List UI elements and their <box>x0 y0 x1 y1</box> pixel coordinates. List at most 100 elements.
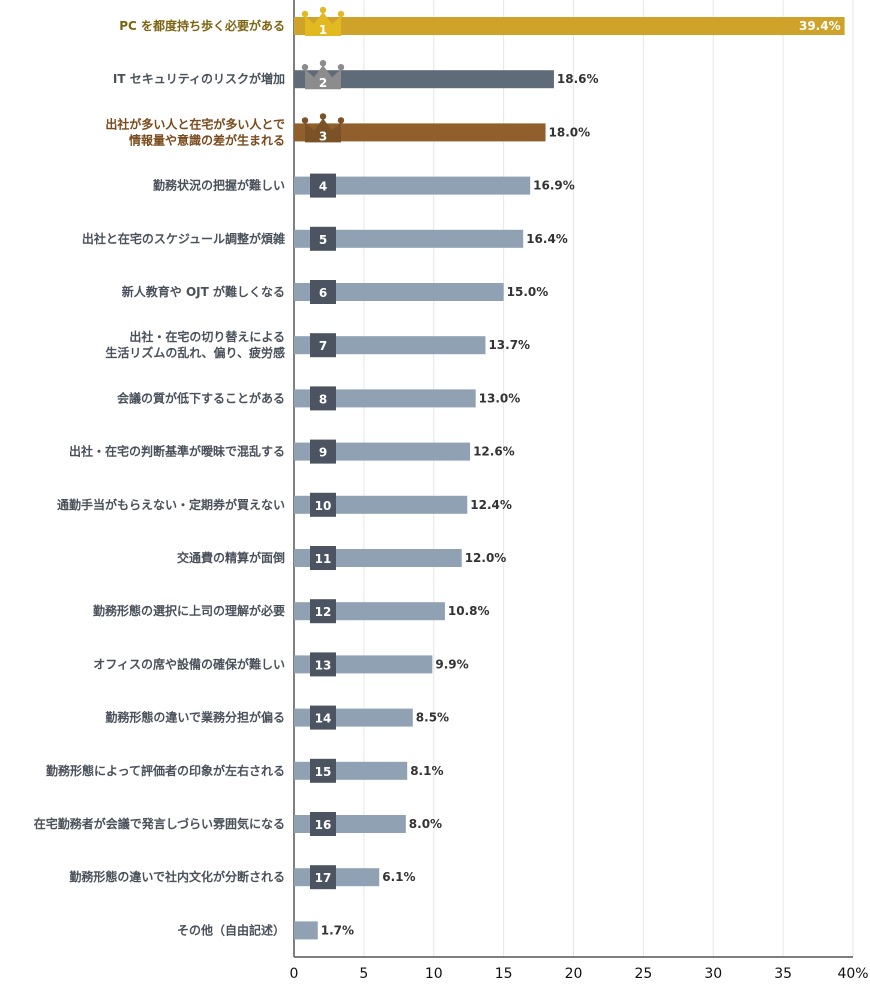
category-label: 勤務形態の選択に上司の理解が必要 <box>93 603 285 618</box>
crown-jewel <box>337 63 345 71</box>
category-label: 勤務形態によって評価者の印象が左右される <box>46 763 285 778</box>
rank-badge <box>310 705 336 730</box>
rank-number: 17 <box>315 871 332 885</box>
bar <box>294 123 546 142</box>
category-label: PC を都度持ち歩く必要がある <box>119 18 285 33</box>
rank-badge <box>310 333 336 358</box>
bar-row: 出社と在宅のスケジュール調整が煩雑 16.4% 5 <box>82 226 568 251</box>
bar <box>294 389 476 408</box>
crown-icon <box>301 6 345 36</box>
x-tick-label: 25 <box>634 966 652 982</box>
bar <box>294 229 524 248</box>
value-label: 8.5% <box>416 711 449 725</box>
value-label: 13.7% <box>488 338 530 352</box>
rank-number: 15 <box>315 765 332 779</box>
rank-number: 12 <box>315 605 332 619</box>
x-tick-label: 15 <box>495 966 513 982</box>
rank-number: 6 <box>319 286 327 300</box>
value-label: 12.4% <box>470 498 512 512</box>
rank-badge <box>310 865 336 890</box>
rank-number: 16 <box>315 818 332 832</box>
value-label: 1.7% <box>321 923 354 937</box>
x-tick-label: 10 <box>425 966 443 982</box>
rank-number: 3 <box>319 129 327 143</box>
crown-shape <box>305 65 341 90</box>
category-label: オフィスの席や設備の確保が難しい <box>93 656 285 671</box>
bar <box>294 442 471 461</box>
crown-jewel <box>301 10 309 18</box>
bar-row: オフィスの席や設備の確保が難しい 9.9% 13 <box>93 652 469 677</box>
category-label: 出社・在宅の判断基準が曖昧で混乱する <box>69 444 285 459</box>
rank-number: 5 <box>319 233 327 247</box>
rank-number: 13 <box>315 658 332 672</box>
rank-number: 11 <box>315 552 332 566</box>
rank-badge <box>310 386 336 411</box>
bar-row: IT セキュリティのリスクが増加 18.6% 2 <box>113 60 599 90</box>
category-label: 出社と在宅のスケジュール調整が煩雑 <box>82 231 285 246</box>
crown-jewel <box>337 117 345 124</box>
category-label: 通勤手当がもらえない・定期券が買えない <box>57 497 285 512</box>
bar <box>294 868 380 887</box>
rank-badge <box>310 546 336 570</box>
bar <box>294 495 468 514</box>
rank-number: 1 <box>319 23 327 37</box>
rank-number: 8 <box>319 392 327 406</box>
bar-row: 出社・在宅の判断基準が曖昧で混乱する 12.6% 9 <box>69 439 515 464</box>
rank-badge <box>310 280 336 304</box>
rank-badge <box>310 599 336 624</box>
bar <box>294 176 531 195</box>
rank-badge <box>310 173 336 198</box>
bar-row: 交通費の精算が面倒 12.0% 11 <box>177 546 506 570</box>
rank-number: 7 <box>319 339 327 353</box>
crown-jewel <box>337 10 345 18</box>
value-label: 8.0% <box>409 817 442 831</box>
x-tick-label: 35 <box>774 966 792 982</box>
bar-row: 会議の質が低下することがある 13.0% 8 <box>117 386 521 411</box>
bar <box>294 336 486 355</box>
value-label: 12.6% <box>473 445 515 459</box>
rank-number: 4 <box>319 180 327 194</box>
bar <box>294 17 845 35</box>
rank-badge <box>310 758 336 783</box>
bar-row: その他（自由記述） 1.7% <box>177 921 354 940</box>
value-label: 10.8% <box>448 604 490 618</box>
bar-row: PC を都度持ち歩く必要がある 39.4% 1 <box>119 6 845 37</box>
rank-badge <box>310 652 336 677</box>
category-label: 出社・在宅の切り替えによる <box>129 329 285 344</box>
value-label: 9.9% <box>435 657 468 671</box>
category-label: 勤務状況の把握が難しい <box>153 178 285 193</box>
crown-shape <box>305 118 341 143</box>
category-label: 情報量や意識の差が生まれる <box>129 132 285 147</box>
crown-jewel <box>319 60 327 67</box>
crown-jewel <box>319 6 327 14</box>
bar-row: 在宅勤務者が会議で発言しづらい雰囲気になる 8.0% 16 <box>34 812 442 836</box>
category-label: IT セキュリティのリスクが増加 <box>113 71 285 86</box>
bar <box>294 70 554 89</box>
x-tick-label: 20 <box>565 966 583 982</box>
x-tick-label: 5 <box>359 966 368 982</box>
crown-jewel <box>301 117 309 124</box>
category-label: 在宅勤務者が会議で発言しづらい雰囲気になる <box>34 816 285 831</box>
rank-number: 14 <box>315 712 332 726</box>
crown-jewel <box>301 63 309 71</box>
category-label: 出社が多い人と在宅が多い人とで <box>105 116 285 131</box>
crown-icon <box>301 113 345 143</box>
value-label: 13.0% <box>479 391 521 405</box>
value-label: 16.9% <box>533 179 575 193</box>
category-label: 交通費の精算が面倒 <box>177 550 285 565</box>
rank-number: 2 <box>319 76 327 90</box>
x-tick-label: 40% <box>837 966 868 982</box>
rank-badge <box>310 812 336 836</box>
category-label: 新人教育や OJT が難しくなる <box>122 284 285 299</box>
bar-row: 通勤手当がもらえない・定期券が買えない 12.4% 10 <box>57 492 512 517</box>
value-label: 8.1% <box>410 764 443 778</box>
x-tick-label: 30 <box>704 966 722 982</box>
category-label: 勤務形態の違いで社内文化が分断される <box>69 869 285 884</box>
category-label: 会議の質が低下することがある <box>117 390 285 405</box>
crown-jewel <box>319 113 327 120</box>
x-tick-label: 0 <box>290 966 299 982</box>
rank-number: 9 <box>319 446 327 460</box>
